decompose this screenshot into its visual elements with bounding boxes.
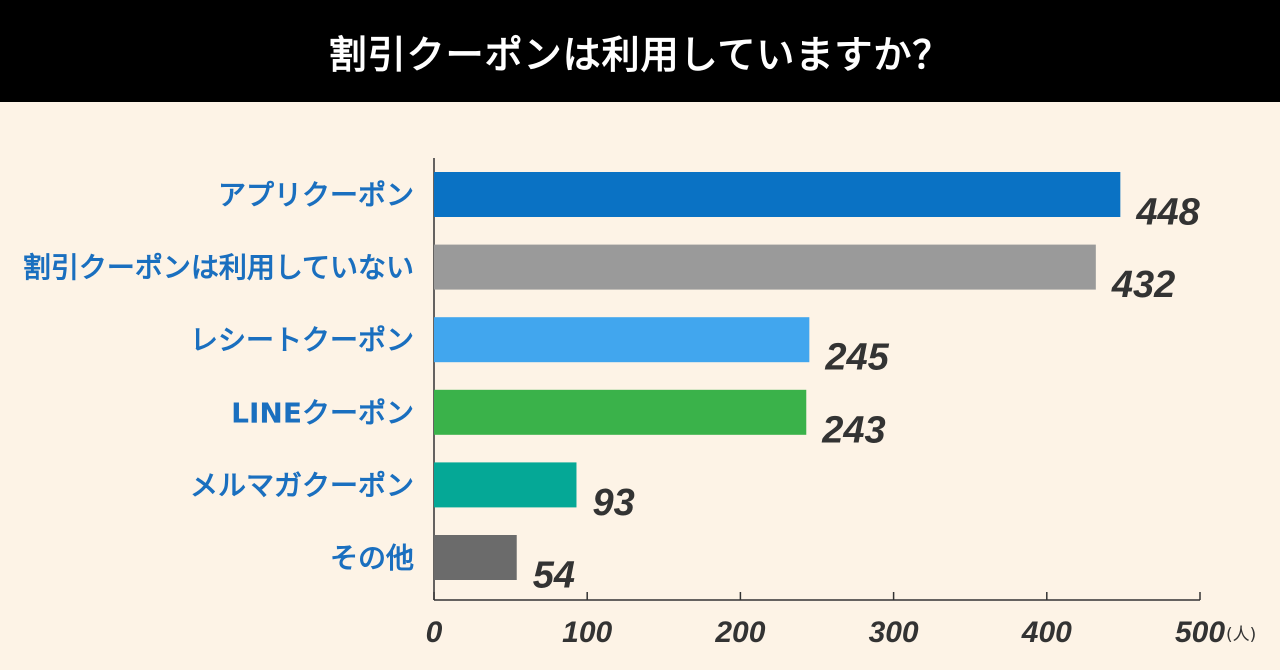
chart-title: 割引クーポンは利用していますか？ [328, 32, 952, 77]
category-label: その他 [330, 542, 414, 575]
title-banner: 割引クーポンは利用していますか？ [0, 0, 1280, 102]
value-label: 93 [592, 482, 634, 524]
category-label: LINEクーポン [231, 396, 414, 429]
x-tick-label: 0 [426, 616, 443, 649]
category-label: アプリクーポン [218, 179, 414, 212]
value-label: 448 [1135, 192, 1200, 234]
bar [434, 462, 577, 508]
value-label: 54 [533, 555, 575, 597]
category-label: レシートクーポン [190, 324, 414, 357]
bar [434, 535, 517, 580]
category-label: 割引クーポンは利用していない [23, 251, 414, 284]
value-label: 243 [821, 409, 885, 451]
category-label: メルマガクーポン [190, 469, 414, 502]
bar [434, 389, 807, 435]
bar [434, 172, 1121, 217]
x-tick-label: 500 [1175, 616, 1225, 649]
value-label: 245 [824, 337, 889, 379]
x-unit-label: (人) [1226, 625, 1256, 645]
x-tick-label: 400 [1021, 616, 1072, 649]
x-tick-label: 200 [714, 616, 765, 649]
bar [434, 317, 810, 363]
bar [434, 244, 1096, 290]
value-label: 432 [1111, 264, 1175, 306]
x-tick-label: 100 [562, 616, 612, 649]
x-tick-label: 300 [869, 616, 919, 649]
